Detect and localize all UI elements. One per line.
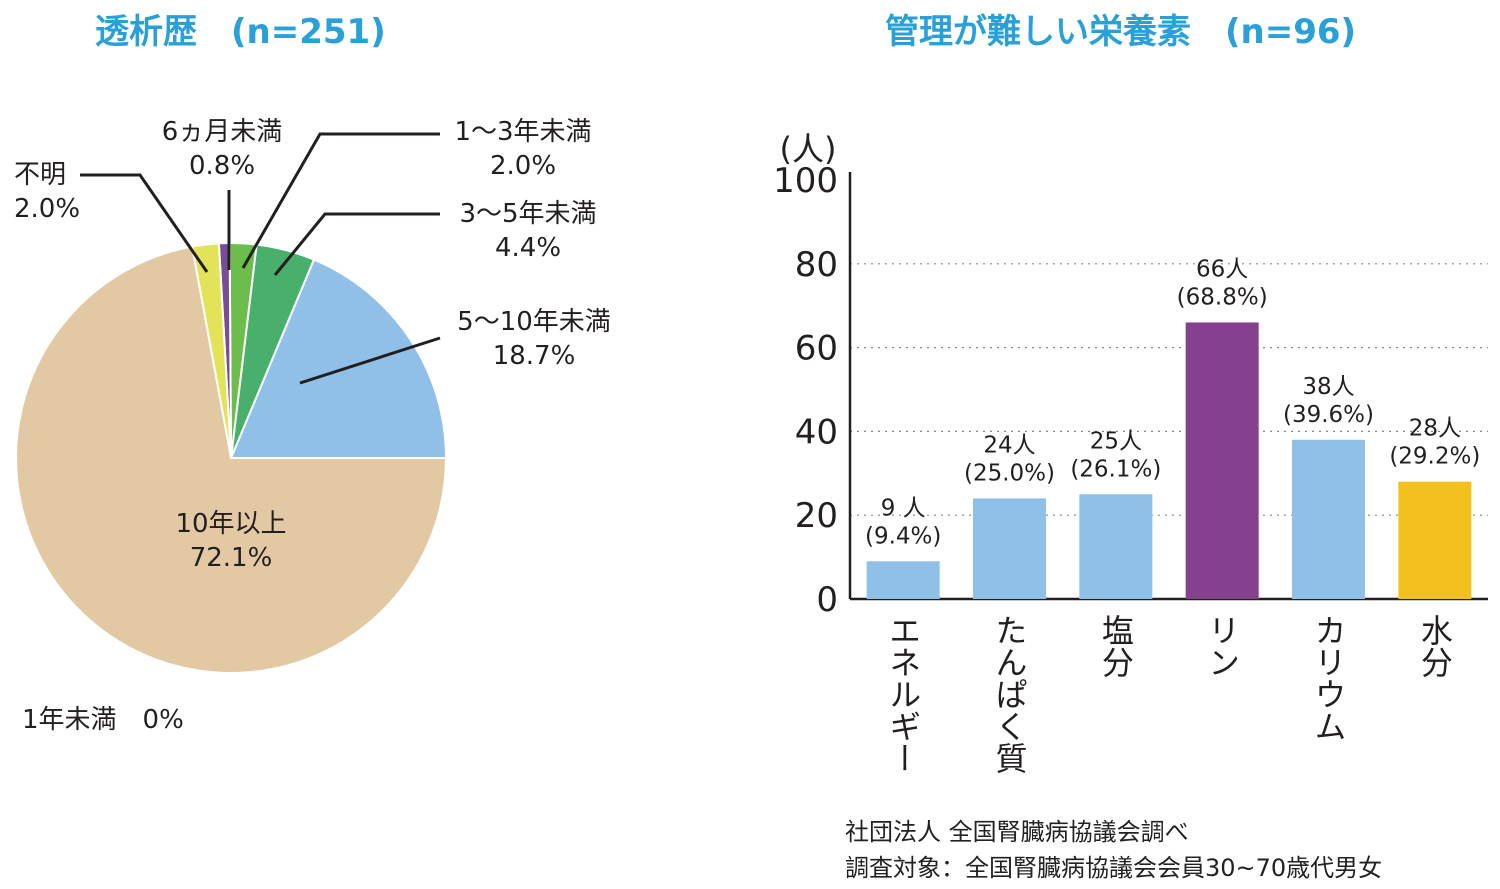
bar-percent-label: (25.0%) — [964, 460, 1055, 486]
x-category-label: たんぱく質 — [991, 614, 1029, 774]
x-category-label: エネルギー — [884, 614, 922, 774]
pie-slice-value: 0.8% — [189, 151, 255, 181]
pie-slice-value: 2.0% — [14, 194, 80, 224]
bar — [973, 498, 1046, 599]
y-tick-label: 40 — [795, 412, 838, 452]
bar-percent-label: (68.8%) — [1177, 284, 1268, 310]
pie-chart-title: 透析歴 (n=251) — [95, 12, 386, 52]
bar-chart-title: 管理が難しい栄養素 (n=96) — [885, 12, 1357, 52]
x-category-label: リン — [1203, 614, 1241, 678]
pie-leader-line — [273, 212, 440, 276]
bar-count-label: 24人 — [983, 432, 1035, 458]
pie-slice-label: 1〜3年未満 — [454, 117, 591, 147]
bar-percent-label: (29.2%) — [1389, 444, 1480, 470]
pie-slice-label: 10年以上 — [175, 509, 286, 539]
pie-slice-label: 不明 — [14, 160, 66, 190]
bar-count-label: 9 人 — [881, 495, 926, 521]
pie-zero-note: 1年未満 0% — [22, 705, 184, 735]
y-tick-label: 20 — [795, 496, 838, 536]
pie-slice-value: 4.4% — [495, 233, 561, 263]
bar-percent-label: (9.4%) — [865, 523, 941, 549]
pie-slice-label: 5〜10年未満 — [457, 307, 611, 337]
bar-count-label: 25人 — [1090, 428, 1142, 454]
pie-slice-label: 3〜5年未満 — [459, 199, 596, 229]
bar-count-label: 38人 — [1302, 374, 1354, 400]
bar — [1079, 494, 1153, 599]
pie-slice — [229, 258, 448, 459]
x-category-label: 水分 — [1416, 614, 1454, 678]
pie-leader-line — [241, 132, 440, 269]
bar — [1398, 481, 1472, 599]
pie-slice — [15, 245, 448, 674]
pie-slice-value: 18.7% — [493, 341, 576, 371]
pie-slice-value: 72.1% — [190, 543, 273, 573]
x-category-label: 塩分 — [1097, 614, 1135, 678]
y-tick-label: 80 — [795, 245, 838, 285]
y-tick-label: 60 — [795, 329, 838, 369]
bar-count-label: 28人 — [1409, 416, 1461, 442]
pie-leader-line — [299, 336, 441, 385]
y-tick-label: 100 — [773, 161, 838, 201]
y-axis-label: (人) — [780, 130, 837, 168]
bar — [1292, 439, 1365, 599]
y-tick-label: 0 — [816, 580, 838, 620]
bar — [1185, 322, 1259, 599]
x-category-label: カリウム — [1310, 614, 1348, 742]
source-note: 社団法人 全国腎臓病協議会調べ — [845, 818, 1189, 846]
bar-percent-label: (26.1%) — [1070, 456, 1161, 482]
pie-slice-value: 2.0% — [490, 151, 556, 181]
bar — [866, 561, 940, 599]
pie-leader-line — [80, 173, 209, 273]
pie-chart: 5〜10年未満 18.7% 3〜5年未満 4.4% 1〜3年未満 2.0% 6ヵ月未満 0.8… — [14, 117, 611, 735]
pie-slice-label: 6ヵ月未満 — [162, 117, 283, 147]
bar-count-label: 66人 — [1196, 256, 1248, 282]
bar-percent-label: (39.6%) — [1283, 402, 1374, 428]
survey-target-note: 調査対象：全国腎臓病協議会会員30~70歳代男女 — [845, 854, 1383, 882]
